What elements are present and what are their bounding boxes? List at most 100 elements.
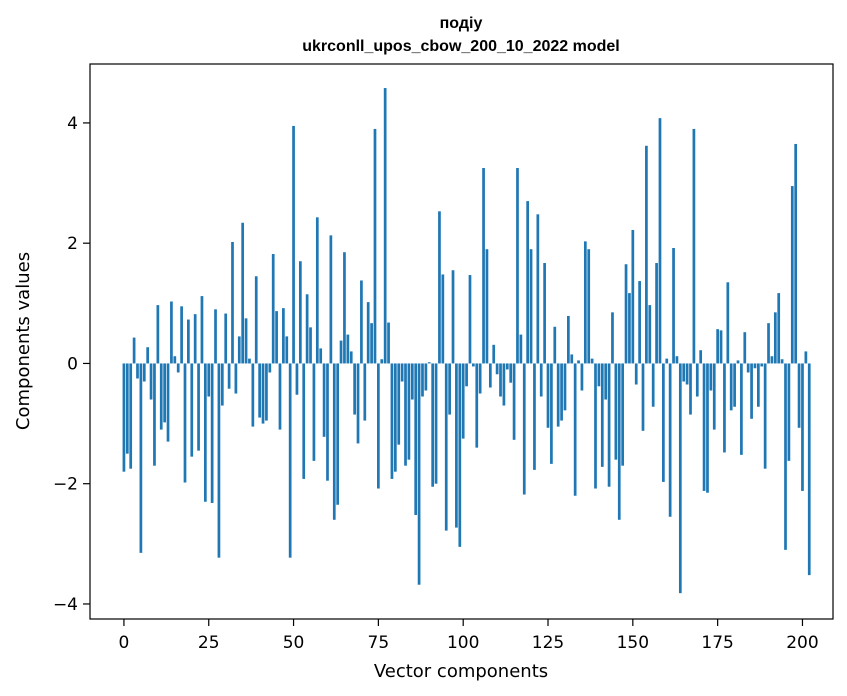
bar-2 [129, 363, 133, 469]
bar-57 [315, 217, 319, 364]
bar-148 [624, 264, 628, 364]
bar-169 [695, 363, 699, 397]
bar-73 [370, 323, 373, 364]
bar-129 [560, 363, 563, 421]
bar-74 [373, 128, 377, 364]
bar-1 [125, 363, 129, 454]
chart-title-line1: подіу [440, 15, 483, 32]
bar-52 [298, 261, 302, 364]
bar-28 [217, 363, 221, 558]
bar-87 [417, 363, 421, 585]
bar-35 [241, 222, 245, 364]
bar-59 [322, 363, 326, 437]
bar-162 [672, 248, 675, 364]
y-axis-label: Components values [13, 252, 34, 430]
bar-10 [156, 305, 160, 364]
bar-192 [773, 312, 777, 364]
x-tick-label: 100 [447, 633, 479, 653]
plot-frame [89, 63, 834, 620]
bar-93 [438, 211, 441, 364]
bar-198 [794, 143, 798, 364]
bar-167 [689, 363, 692, 415]
bar-170 [699, 350, 703, 364]
bar-183 [743, 332, 747, 364]
bar-130 [563, 363, 567, 411]
bar-41 [261, 363, 265, 424]
bar-series [122, 88, 811, 594]
x-axis-ticks: 0 25 50 75 100 125 150 175 200 [119, 619, 819, 653]
bar-180 [733, 363, 736, 407]
bar-82 [400, 363, 404, 382]
bar-128 [556, 363, 560, 427]
bar-55 [309, 327, 312, 364]
bar-107 [485, 249, 489, 364]
x-tick-label: 125 [532, 633, 564, 653]
bar-56 [312, 363, 316, 461]
bar-64 [339, 340, 343, 364]
bar-70 [360, 280, 363, 364]
bar-184 [746, 363, 750, 373]
x-tick-label: 75 [368, 633, 390, 653]
bar-119 [526, 201, 530, 364]
bar-83 [404, 363, 407, 466]
bar-106 [482, 168, 485, 364]
bar-136 [583, 241, 587, 364]
bar-154 [645, 145, 648, 364]
bar-9 [153, 363, 156, 466]
bar-115 [512, 363, 516, 440]
y-tick-label: 0 [67, 354, 78, 374]
bar-37 [248, 358, 251, 364]
bar-157 [655, 263, 658, 364]
bar-145 [614, 363, 618, 460]
bar-166 [685, 363, 689, 385]
bar-140 [597, 363, 601, 387]
bar-189 [763, 363, 767, 469]
bar-161 [668, 363, 672, 517]
bar-110 [495, 363, 499, 375]
bar-121 [533, 363, 536, 470]
bar-61 [329, 235, 333, 364]
bar-108 [488, 363, 492, 388]
bar-117 [519, 334, 523, 364]
bar-188 [760, 363, 764, 367]
x-tick-label: 50 [283, 633, 305, 653]
bar-99 [458, 363, 462, 547]
bar-139 [594, 363, 597, 489]
y-tick-label: 4 [67, 114, 78, 134]
bar-77 [383, 88, 387, 364]
y-tick-label: −4 [53, 595, 78, 615]
bar-165 [682, 363, 686, 382]
bar-137 [587, 249, 591, 364]
bar-71 [363, 363, 367, 421]
bar-67 [349, 351, 353, 364]
bar-91 [431, 363, 435, 487]
bar-30 [224, 313, 228, 364]
bar-89 [424, 363, 428, 391]
bar-17 [180, 306, 183, 364]
bar-199 [797, 363, 801, 428]
bar-193 [777, 293, 781, 364]
bar-109 [492, 344, 496, 364]
y-tick-label: −2 [53, 475, 78, 495]
bar-111 [499, 363, 502, 397]
bar-18 [183, 363, 187, 483]
bar-8 [149, 363, 153, 400]
bar-105 [478, 363, 482, 394]
bar-36 [244, 318, 248, 364]
bar-125 [546, 363, 550, 428]
bar-0 [122, 363, 126, 472]
bar-80 [393, 363, 397, 472]
bar-46 [278, 363, 282, 430]
x-tick-label: 25 [198, 633, 220, 653]
x-tick-label: 200 [786, 633, 818, 653]
bar-201 [804, 351, 808, 364]
bar-168 [692, 128, 696, 364]
bar-120 [529, 249, 533, 364]
bar-32 [231, 241, 234, 364]
bar-3 [132, 337, 136, 364]
bar-90 [427, 362, 431, 364]
bar-101 [465, 363, 468, 387]
y-axis-ticks: −4 −2 0 2 4 [53, 114, 90, 615]
bar-127 [553, 326, 557, 364]
bar-58 [319, 348, 323, 364]
